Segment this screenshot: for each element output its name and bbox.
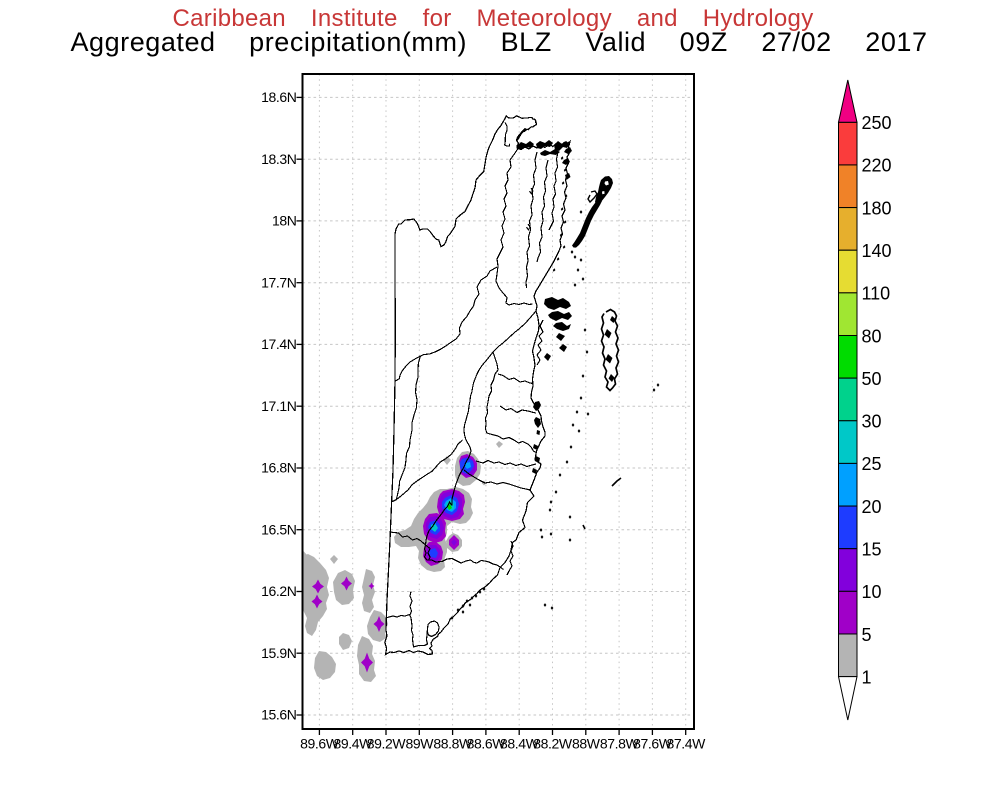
- svg-text:15.6N: 15.6N: [261, 707, 296, 723]
- svg-text:88W: 88W: [572, 736, 601, 752]
- svg-text:110: 110: [862, 284, 891, 304]
- svg-text:18.6N: 18.6N: [261, 89, 296, 105]
- svg-text:50: 50: [862, 369, 882, 389]
- svg-text:15.9N: 15.9N: [261, 645, 296, 661]
- svg-text:15: 15: [862, 540, 882, 560]
- svg-text:89.6W: 89.6W: [300, 736, 340, 752]
- svg-text:88.4W: 88.4W: [500, 736, 540, 752]
- svg-text:87.4W: 87.4W: [666, 736, 706, 752]
- svg-text:88.6W: 88.6W: [467, 736, 507, 752]
- svg-text:18.3N: 18.3N: [261, 151, 296, 167]
- svg-text:17.1N: 17.1N: [261, 398, 296, 414]
- svg-text:180: 180: [862, 198, 892, 218]
- svg-text:17.7N: 17.7N: [261, 274, 296, 290]
- svg-text:20: 20: [862, 497, 882, 517]
- svg-text:250: 250: [862, 113, 892, 133]
- svg-text:80: 80: [862, 326, 882, 346]
- svg-text:88.8W: 88.8W: [433, 736, 473, 752]
- svg-text:Aggregated precipitation(mm) B: Aggregated precipitation(mm) BLZ Valid 0…: [70, 27, 927, 57]
- svg-text:87.8W: 87.8W: [600, 736, 640, 752]
- svg-text:17.4N: 17.4N: [261, 336, 296, 352]
- svg-text:140: 140: [862, 241, 892, 261]
- svg-text:88.2W: 88.2W: [533, 736, 573, 752]
- svg-text:220: 220: [862, 156, 892, 176]
- svg-text:5: 5: [862, 625, 872, 645]
- svg-text:89.2W: 89.2W: [367, 736, 407, 752]
- svg-text:10: 10: [862, 582, 882, 602]
- svg-text:16.2N: 16.2N: [261, 583, 296, 599]
- svg-text:89W: 89W: [406, 736, 435, 752]
- svg-text:1: 1: [862, 667, 872, 687]
- svg-text:30: 30: [862, 412, 882, 432]
- svg-text:Caribbean Institute for Meteor: Caribbean Institute for Meteorology and …: [173, 5, 814, 32]
- svg-text:16.8N: 16.8N: [261, 460, 296, 476]
- svg-text:25: 25: [862, 454, 882, 474]
- svg-text:89.4W: 89.4W: [333, 736, 373, 752]
- svg-text:18N: 18N: [272, 213, 296, 229]
- svg-text:87.6W: 87.6W: [633, 736, 673, 752]
- svg-text:16.5N: 16.5N: [261, 521, 296, 537]
